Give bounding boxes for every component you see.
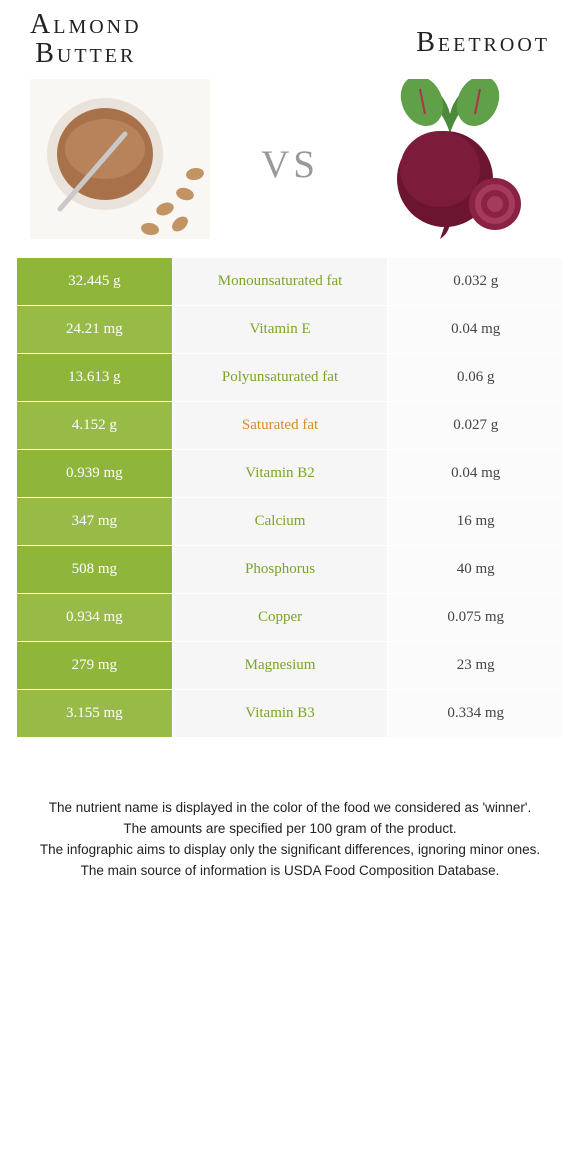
beetroot-image xyxy=(370,79,550,239)
left-title-line1: Almond xyxy=(30,9,142,40)
note-line-3: The infographic aims to display only the… xyxy=(30,840,550,861)
right-value-cell: 16 mg xyxy=(388,497,564,545)
table-row: 3.155 mgVitamin B30.334 mg xyxy=(17,689,564,737)
right-value-cell: 0.334 mg xyxy=(388,689,564,737)
nutrient-table: 32.445 gMonounsaturated fat0.032 g24.21 … xyxy=(16,257,564,738)
note-line-2: The amounts are specified per 100 gram o… xyxy=(30,819,550,840)
right-value-cell: 40 mg xyxy=(388,545,564,593)
almond-butter-image xyxy=(30,79,210,239)
right-food-title: Beetroot xyxy=(416,28,550,57)
right-value-cell: 0.075 mg xyxy=(388,593,564,641)
nutrient-label-cell: Vitamin B3 xyxy=(172,689,388,737)
table-row: 24.21 mgVitamin E0.04 mg xyxy=(17,305,564,353)
left-value-cell: 0.939 mg xyxy=(17,449,173,497)
right-value-cell: 0.04 mg xyxy=(388,449,564,497)
nutrient-label-cell: Polyunsaturated fat xyxy=(172,353,388,401)
left-value-cell: 3.155 mg xyxy=(17,689,173,737)
nutrient-label-cell: Copper xyxy=(172,593,388,641)
table-row: 32.445 gMonounsaturated fat0.032 g xyxy=(17,257,564,305)
header-row: Almond Butter Beetroot xyxy=(0,0,580,69)
right-value-cell: 0.032 g xyxy=(388,257,564,305)
note-line-1: The nutrient name is displayed in the co… xyxy=(30,798,550,819)
table-row: 347 mgCalcium16 mg xyxy=(17,497,564,545)
nutrient-label-cell: Magnesium xyxy=(172,641,388,689)
left-value-cell: 32.445 g xyxy=(17,257,173,305)
nutrient-label-cell: Calcium xyxy=(172,497,388,545)
beetroot-icon xyxy=(370,79,550,239)
almond-butter-icon xyxy=(30,79,210,239)
table-row: 4.152 gSaturated fat0.027 g xyxy=(17,401,564,449)
images-row: vs xyxy=(0,69,580,257)
footnotes: The nutrient name is displayed in the co… xyxy=(0,738,580,882)
table-row: 279 mgMagnesium23 mg xyxy=(17,641,564,689)
left-title-line2: Butter xyxy=(35,38,136,69)
nutrient-label-cell: Vitamin B2 xyxy=(172,449,388,497)
left-value-cell: 279 mg xyxy=(17,641,173,689)
right-value-cell: 23 mg xyxy=(388,641,564,689)
right-value-cell: 0.06 g xyxy=(388,353,564,401)
left-value-cell: 13.613 g xyxy=(17,353,173,401)
table-row: 0.939 mgVitamin B20.04 mg xyxy=(17,449,564,497)
note-line-4: The main source of information is USDA F… xyxy=(30,861,550,882)
vs-label: vs xyxy=(261,127,319,191)
table-row: 508 mgPhosphorus40 mg xyxy=(17,545,564,593)
left-value-cell: 0.934 mg xyxy=(17,593,173,641)
right-value-cell: 0.04 mg xyxy=(388,305,564,353)
left-value-cell: 347 mg xyxy=(17,497,173,545)
nutrient-label-cell: Monounsaturated fat xyxy=(172,257,388,305)
table-row: 13.613 gPolyunsaturated fat0.06 g xyxy=(17,353,564,401)
right-value-cell: 0.027 g xyxy=(388,401,564,449)
left-value-cell: 4.152 g xyxy=(17,401,173,449)
nutrient-label-cell: Vitamin E xyxy=(172,305,388,353)
nutrient-label-cell: Phosphorus xyxy=(172,545,388,593)
table-row: 0.934 mgCopper0.075 mg xyxy=(17,593,564,641)
left-value-cell: 24.21 mg xyxy=(17,305,173,353)
left-food-title: Almond Butter xyxy=(30,10,142,69)
nutrient-label-cell: Saturated fat xyxy=(172,401,388,449)
left-value-cell: 508 mg xyxy=(17,545,173,593)
